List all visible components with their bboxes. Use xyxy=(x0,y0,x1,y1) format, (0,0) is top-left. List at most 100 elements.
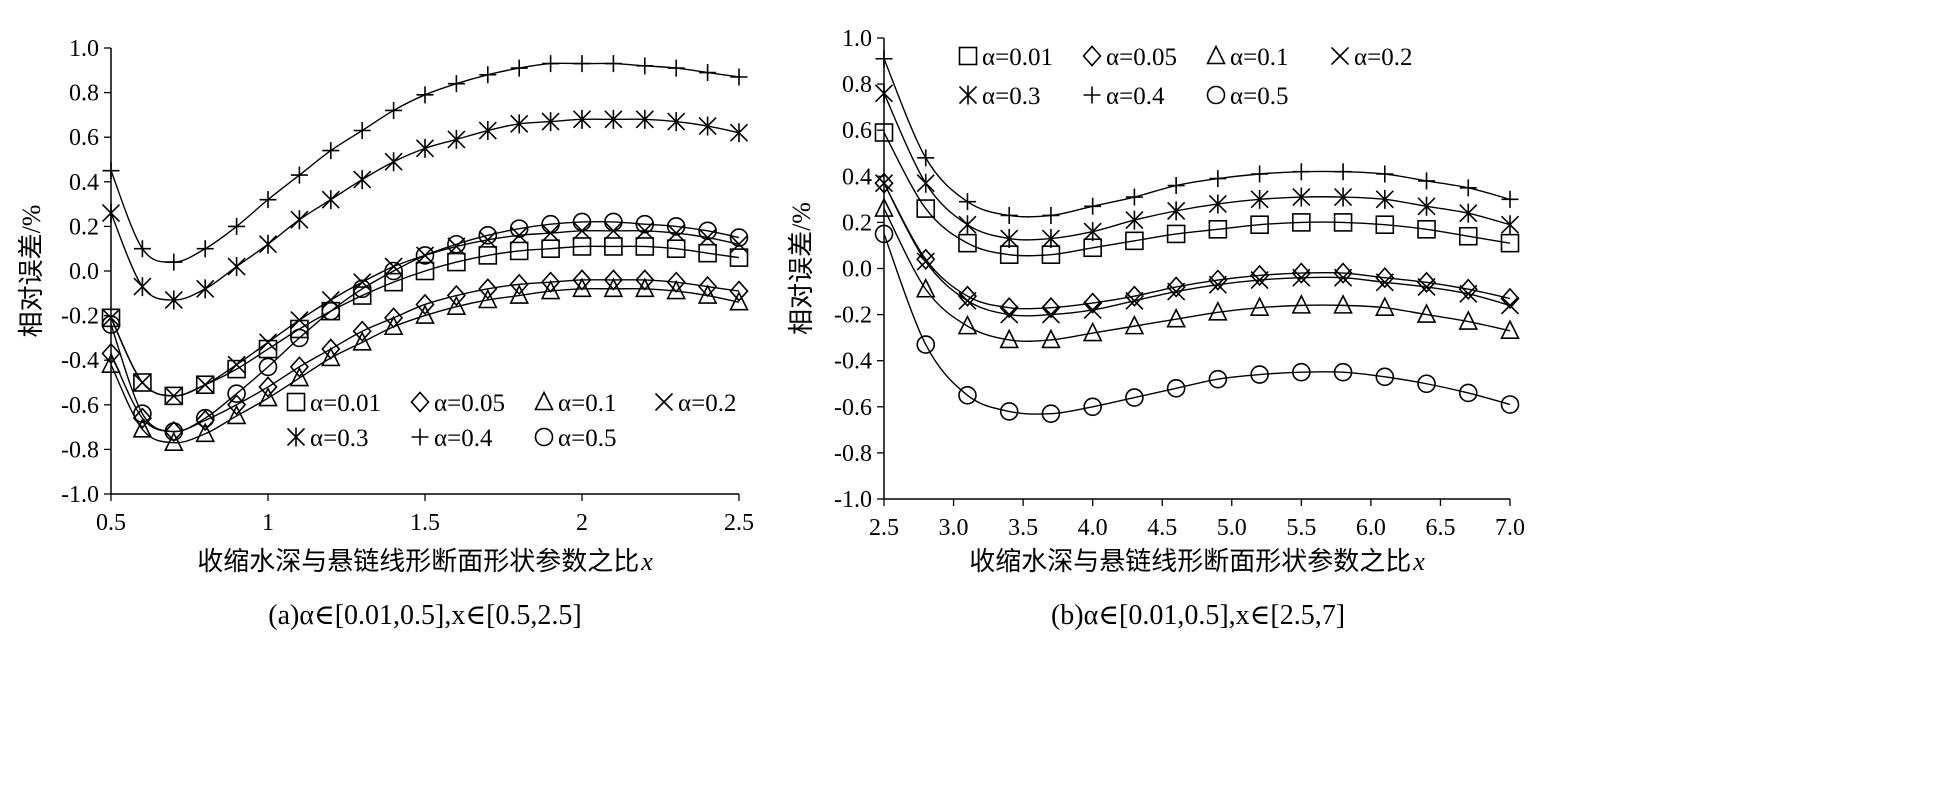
x-tick-label: 1.5 xyxy=(410,510,440,536)
data-point-asterisk xyxy=(415,138,435,158)
series-line xyxy=(883,132,1511,257)
data-point-plus xyxy=(447,75,465,93)
data-point-triangle xyxy=(1208,301,1228,321)
data-point-circle xyxy=(541,214,560,234)
data-point-plus xyxy=(259,191,277,209)
data-point-square xyxy=(227,359,246,379)
data-point-triangle xyxy=(1375,296,1395,316)
legend-label: α=0.1 xyxy=(558,390,616,417)
data-point-asterisk xyxy=(196,279,215,299)
data-point-circle xyxy=(352,279,372,299)
x-axis-title-var: x xyxy=(640,547,653,576)
data-point-x xyxy=(384,257,403,276)
data-point-square xyxy=(384,272,403,292)
data-point-circle xyxy=(509,219,529,238)
data-point-square xyxy=(352,286,372,305)
data-point-triangle xyxy=(132,418,153,438)
data-point-asterisk xyxy=(290,210,309,230)
data-point-asterisk xyxy=(510,114,529,134)
data-point-plus xyxy=(1334,163,1352,181)
data-point-asterisk xyxy=(958,215,977,235)
data-point-plus xyxy=(958,193,976,211)
data-point-circle xyxy=(1166,379,1186,398)
y-tick-label: 0.6 xyxy=(69,125,99,151)
x-tick-label: 3.0 xyxy=(939,515,969,541)
data-point-diamond xyxy=(999,296,1019,319)
series-line xyxy=(883,208,1511,342)
legend-label: α=0.2 xyxy=(1354,44,1412,71)
data-point-x xyxy=(227,355,246,374)
series-x xyxy=(874,174,1520,324)
data-point-circle xyxy=(164,422,184,441)
legend: α=0.01 α=0.05 α=0.1 α=0.2 α=0.3 α=0.4 α=0.5 xyxy=(958,44,1412,110)
legend-label: α=0.4 xyxy=(434,425,493,452)
data-point-asterisk xyxy=(1125,210,1144,230)
y-tick-label: 0.6 xyxy=(842,118,872,144)
series-asterisk xyxy=(874,83,1520,249)
data-point-asterisk xyxy=(164,290,183,310)
data-point-circle xyxy=(916,335,936,354)
data-point-square xyxy=(698,243,717,263)
data-point-asterisk xyxy=(572,109,592,129)
data-point-triangle xyxy=(999,328,1019,349)
data-point-square xyxy=(572,237,592,256)
data-point-circle xyxy=(1250,365,1269,384)
data-point-diamond xyxy=(1333,262,1353,284)
data-point-asterisk xyxy=(1459,203,1478,223)
legend-marker-x xyxy=(1330,46,1350,66)
data-point-square xyxy=(1458,226,1478,246)
data-point-asterisk xyxy=(133,277,152,297)
data-point-x xyxy=(164,386,183,405)
data-point-triangle xyxy=(164,431,184,452)
data-point-square xyxy=(1292,213,1311,232)
y-tick-label: 1.0 xyxy=(842,26,872,52)
data-point-circle xyxy=(195,408,215,428)
data-point-triangle xyxy=(1082,321,1103,342)
data-point-x xyxy=(958,291,977,310)
data-point-square xyxy=(195,375,215,395)
data-point-square xyxy=(1500,233,1520,253)
data-point-plus xyxy=(1418,172,1436,190)
data-point-triangle xyxy=(383,315,404,336)
data-point-triangle xyxy=(1416,303,1437,323)
data-point-x xyxy=(1000,305,1019,324)
data-point-asterisk xyxy=(1292,187,1311,207)
data-point-diamond xyxy=(1041,296,1061,319)
data-point-asterisk xyxy=(447,129,466,149)
data-point-asterisk xyxy=(541,112,560,132)
x-tick-label: 4.5 xyxy=(1147,515,1177,541)
data-point-triangle xyxy=(446,295,467,315)
data-point-plus xyxy=(353,122,371,140)
data-point-diamond xyxy=(729,280,749,302)
data-point-triangle xyxy=(289,366,310,387)
data-point-x xyxy=(258,333,278,352)
legend-marker-triangle xyxy=(534,390,554,411)
x-tick-label: 1 xyxy=(262,510,274,536)
data-point-square xyxy=(415,261,435,281)
data-point-square xyxy=(1417,220,1436,239)
data-point-x xyxy=(196,375,215,394)
data-point-square xyxy=(729,248,749,267)
legend-label: α=0.3 xyxy=(982,83,1040,110)
data-point-plus xyxy=(322,142,340,160)
data-point-plus xyxy=(1376,165,1394,183)
data-point-square xyxy=(1375,215,1395,235)
data-point-diamond xyxy=(289,356,309,378)
data-point-plus xyxy=(667,59,685,77)
legend-marker-asterisk xyxy=(286,427,306,447)
series-line xyxy=(883,182,1511,310)
series-line xyxy=(110,287,740,444)
data-point-circle xyxy=(1292,362,1311,382)
data-point-diamond xyxy=(1208,269,1228,291)
series-line xyxy=(883,233,1511,415)
y-tick-label: -0.6 xyxy=(61,393,99,419)
x-axis-title: 收缩水深与悬链线形断面形状参数之比x xyxy=(197,547,653,576)
data-point-x xyxy=(1375,273,1394,292)
data-point-asterisk xyxy=(604,109,623,129)
data-point-triangle xyxy=(1458,310,1479,330)
data-point-triangle xyxy=(1333,294,1353,314)
data-point-x xyxy=(133,373,152,392)
y-tick-label: -0.4 xyxy=(834,349,872,375)
data-point-triangle xyxy=(1124,314,1145,335)
data-point-asterisk xyxy=(916,173,935,193)
